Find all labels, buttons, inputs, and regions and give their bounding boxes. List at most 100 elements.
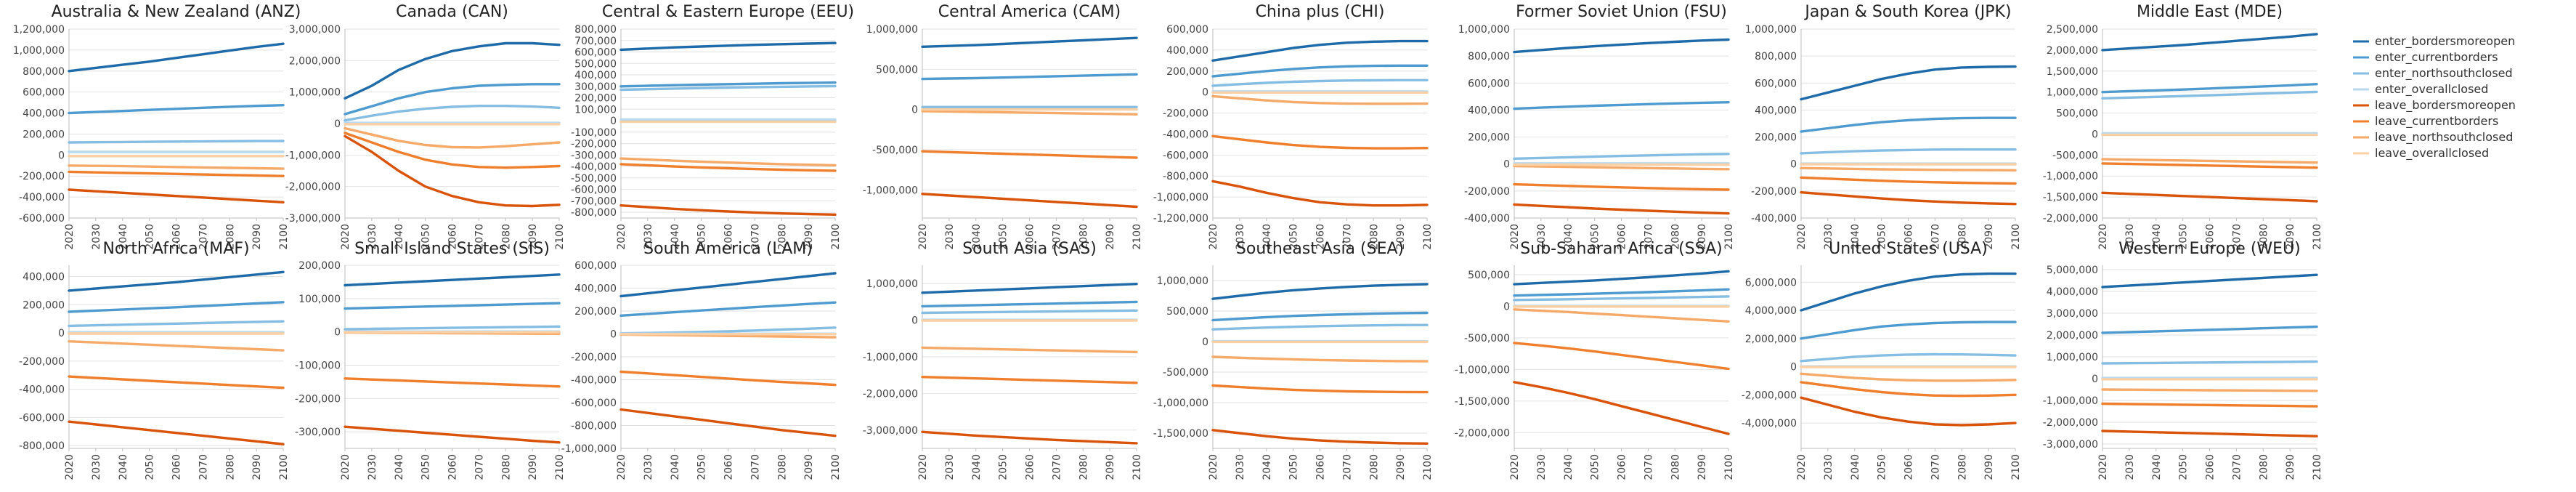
panel-0: Australia & New Zealand (ANZ) -600,000 -40… (13, 3, 301, 250)
series-line-enter_currentborders (2101, 82, 2318, 94)
series-line-enter_bordersmoreopen (921, 283, 1138, 294)
x-tick-label: 2070 (1643, 224, 1654, 250)
x-tick-label: 2020 (2097, 224, 2109, 250)
y-tick-label: 200,000 (1755, 132, 1797, 144)
x-tick-label: 2030 (1823, 224, 1835, 250)
series-line-leave_currentborders (68, 170, 285, 177)
panel-title: Central America (CAM) (938, 3, 1121, 21)
panel-5: Former Soviet Union (FSU) -400,000 -200,00… (1458, 3, 1735, 250)
y-tick-label: 0 (911, 315, 918, 327)
y-tick-label: 6,000,000 (1745, 277, 1797, 289)
panel-8: North Africa (MAF) -800,000 -600,000 -400,0… (19, 240, 290, 480)
x-tick-label: 2100 (2010, 224, 2022, 250)
y-tick-label: -500,000 (1464, 333, 1510, 344)
x-tick-label: 2090 (1395, 224, 1407, 250)
y-tick-label: -1,000,000 (863, 185, 918, 196)
y-tick-label: -400,000 (571, 161, 617, 173)
series-line-enter_currentborders (921, 300, 1138, 308)
series-line-leave_currentborders (619, 370, 837, 387)
x-tick-label: 2060 (1025, 454, 1036, 480)
series-line-leave_bordersmoreopen (921, 193, 1138, 209)
series-line-leave_northsouthclosed (68, 164, 285, 170)
x-tick-label: 2070 (749, 224, 761, 250)
y-tick-label: 5,000,000 (2047, 265, 2098, 276)
y-tick-label: -600,000 (571, 398, 617, 409)
series-line-enter_bordersmoreopen (619, 41, 837, 52)
y-tick-label: -2,000,000 (1742, 390, 1797, 401)
x-tick-label: 2080 (1368, 454, 1380, 480)
y-tick-label: 1,000,000 (2047, 352, 2098, 363)
panel-title: North Africa (MAF) (102, 240, 249, 258)
x-tick-label: 2090 (1395, 454, 1407, 480)
series-line-enter_bordersmoreopen (1800, 65, 2017, 101)
y-tick-label: 200,000 (298, 260, 341, 272)
y-tick-label: 400,000 (574, 283, 617, 295)
y-tick-label: 400,000 (1166, 45, 1208, 57)
x-tick-label: 2030 (367, 454, 378, 480)
x-tick-label: 2020 (2097, 454, 2109, 480)
x-tick-label: 2100 (830, 454, 842, 480)
x-tick-label: 2050 (145, 454, 156, 480)
y-tick-label: 0 (1202, 336, 1208, 348)
x-tick-label: 2050 (696, 224, 708, 250)
panel-title: Western Europe (WEU) (2118, 240, 2301, 258)
y-tick-label: -400,000 (1464, 213, 1510, 225)
y-tick-label: -3,000,000 (285, 213, 341, 225)
y-tick-label: 600,000 (23, 87, 65, 99)
series-line-leave_currentborders (1800, 176, 2017, 185)
x-tick-label: 2030 (944, 224, 956, 250)
x-tick-label: 2020 (917, 224, 929, 250)
panel-9: Small Island States (SIS) -300,000 -200,00… (295, 240, 566, 480)
y-tick-label: 0 (911, 105, 918, 116)
x-tick-label: 2050 (1877, 454, 1888, 480)
x-tick-label: 2040 (118, 454, 129, 480)
x-tick-label: 2030 (2124, 224, 2136, 250)
panel-title: Small Island States (SIS) (354, 240, 550, 258)
x-tick-label: 2080 (1670, 224, 1681, 250)
panel-title: Canada (CAN) (396, 3, 508, 21)
x-tick-label: 2060 (1315, 224, 1327, 250)
x-tick-label: 2070 (1930, 454, 1941, 480)
series-line-leave_currentborders (68, 375, 285, 390)
y-tick-label: -4,000,000 (1742, 418, 1797, 430)
y-tick-label: -500,000 (1163, 367, 1208, 379)
y-tick-label: 800,000 (23, 66, 65, 78)
legend-item-leave_northsouthclosed: leave_northsouthclosed (2375, 130, 2513, 145)
series-line-leave_currentborders (344, 377, 561, 388)
x-tick-label: 2080 (776, 454, 788, 480)
y-tick-label: 0 (334, 327, 341, 339)
y-tick-label: 400,000 (574, 70, 617, 81)
y-tick-label: -1,000,000 (1153, 398, 1208, 409)
series-line-leave_currentborders (344, 132, 561, 169)
x-tick-label: 2060 (1617, 224, 1628, 250)
x-tick-label: 2090 (1697, 224, 1708, 250)
y-tick-label: -2,000,000 (2043, 417, 2098, 429)
y-tick-label: 200,000 (23, 299, 65, 311)
series-line-enter_northsouthclosed (619, 84, 837, 92)
series-line-enter_currentborders (68, 301, 285, 313)
series-line-enter_bordersmoreopen (68, 270, 285, 292)
x-tick-label: 2070 (2231, 454, 2243, 480)
y-tick-label: -800,000 (571, 207, 617, 219)
y-tick-label: -1,200,000 (1153, 213, 1208, 225)
series-line-leave_northsouthclosed (1800, 166, 2017, 172)
y-tick-label: -1,000,000 (2043, 395, 2098, 407)
series-line-enter_bordersmoreopen (619, 272, 837, 298)
x-tick-label: 2030 (1536, 454, 1548, 480)
x-tick-label: 2090 (1697, 454, 1708, 480)
x-tick-label: 2020 (1208, 454, 1219, 480)
x-tick-label: 2090 (2285, 454, 2296, 480)
x-tick-label: 2060 (447, 454, 459, 480)
y-tick-label: -400,000 (571, 375, 617, 387)
series-line-leave_northsouthclosed (921, 346, 1138, 354)
x-tick-label: 2020 (1796, 454, 1808, 480)
y-tick-label: 2,000,000 (1745, 334, 1797, 345)
y-tick-label: -2,000,000 (285, 182, 341, 193)
x-tick-label: 2030 (1823, 454, 1835, 480)
x-tick-label: 2090 (251, 224, 263, 250)
y-tick-label: -1,000,000 (1153, 192, 1208, 203)
y-tick-label: -1,000,000 (1455, 364, 1510, 376)
series-line-leave_bordersmoreopen (619, 204, 837, 216)
y-tick-label: 400,000 (23, 108, 65, 120)
x-tick-label: 2020 (616, 224, 627, 250)
